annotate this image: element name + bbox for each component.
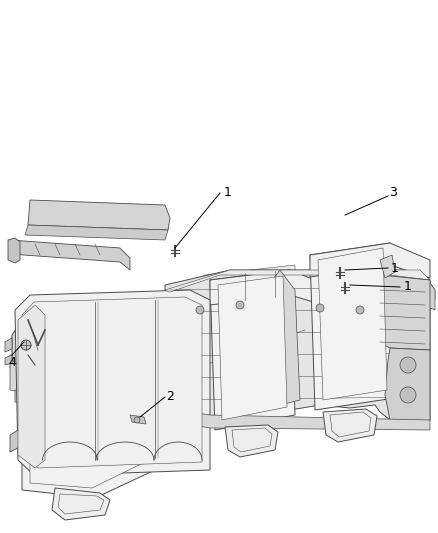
Polygon shape bbox=[12, 320, 22, 380]
Polygon shape bbox=[10, 430, 20, 452]
Polygon shape bbox=[310, 243, 430, 278]
Polygon shape bbox=[18, 305, 45, 468]
Polygon shape bbox=[218, 276, 287, 420]
Circle shape bbox=[400, 357, 416, 373]
Polygon shape bbox=[130, 415, 146, 424]
Polygon shape bbox=[52, 488, 110, 520]
Polygon shape bbox=[375, 275, 430, 350]
Polygon shape bbox=[8, 238, 20, 263]
Polygon shape bbox=[165, 270, 430, 292]
Polygon shape bbox=[205, 310, 350, 333]
Circle shape bbox=[400, 387, 416, 403]
Polygon shape bbox=[10, 360, 35, 393]
Polygon shape bbox=[22, 295, 155, 498]
Polygon shape bbox=[323, 409, 377, 442]
Polygon shape bbox=[210, 270, 295, 430]
Polygon shape bbox=[330, 412, 371, 437]
Text: 3: 3 bbox=[389, 187, 397, 199]
Polygon shape bbox=[10, 355, 215, 385]
Polygon shape bbox=[165, 408, 430, 430]
Text: 1: 1 bbox=[391, 262, 399, 274]
Polygon shape bbox=[318, 248, 387, 400]
Polygon shape bbox=[225, 425, 278, 457]
Circle shape bbox=[134, 417, 140, 423]
Text: 2: 2 bbox=[166, 391, 174, 403]
Polygon shape bbox=[22, 297, 202, 468]
Polygon shape bbox=[28, 200, 170, 230]
Polygon shape bbox=[30, 308, 145, 488]
Circle shape bbox=[316, 304, 324, 312]
Polygon shape bbox=[380, 255, 395, 278]
Polygon shape bbox=[15, 390, 45, 405]
Polygon shape bbox=[155, 265, 295, 330]
Circle shape bbox=[236, 301, 244, 309]
Polygon shape bbox=[20, 430, 115, 455]
Polygon shape bbox=[15, 290, 210, 476]
Text: 1: 1 bbox=[224, 187, 232, 199]
Circle shape bbox=[356, 306, 364, 314]
Polygon shape bbox=[10, 240, 130, 270]
Circle shape bbox=[21, 340, 31, 350]
Polygon shape bbox=[165, 270, 430, 428]
Text: 1: 1 bbox=[404, 280, 412, 294]
Polygon shape bbox=[260, 270, 300, 405]
Polygon shape bbox=[25, 225, 168, 240]
Text: 4: 4 bbox=[8, 356, 16, 368]
Polygon shape bbox=[210, 270, 340, 310]
Polygon shape bbox=[385, 348, 430, 428]
Circle shape bbox=[196, 306, 204, 314]
Polygon shape bbox=[22, 305, 205, 360]
Polygon shape bbox=[168, 308, 183, 320]
Polygon shape bbox=[5, 338, 12, 352]
Polygon shape bbox=[232, 428, 272, 452]
Polygon shape bbox=[58, 494, 104, 514]
Polygon shape bbox=[305, 282, 435, 300]
Polygon shape bbox=[418, 278, 435, 310]
Polygon shape bbox=[5, 355, 12, 365]
Polygon shape bbox=[310, 243, 395, 410]
